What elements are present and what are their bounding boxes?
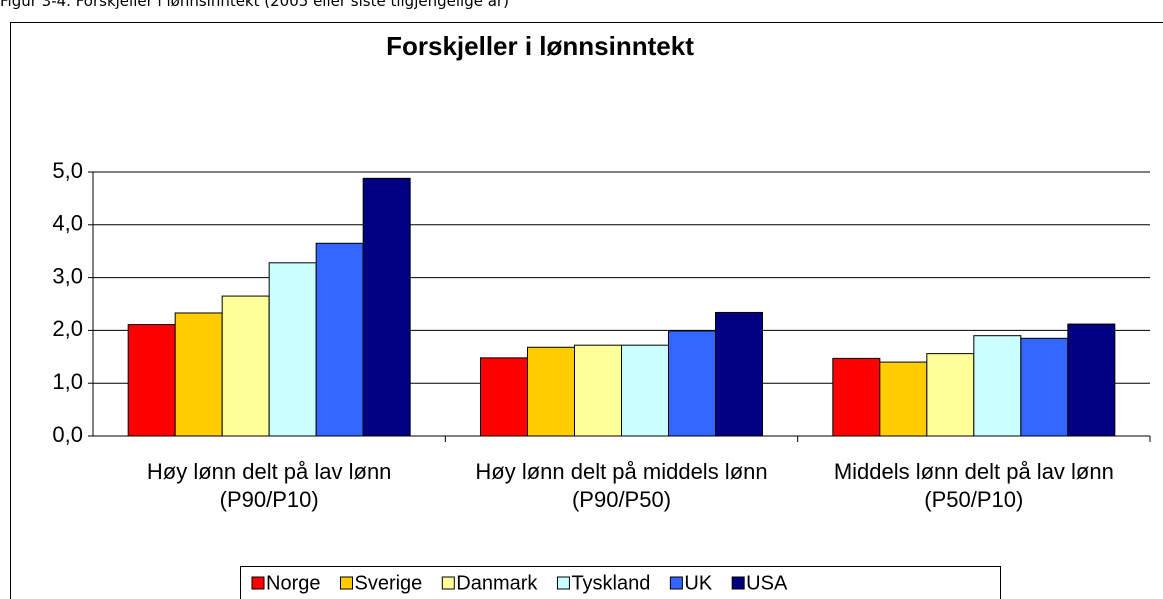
chart-title: Forskjeller i lønnsinntekt — [386, 31, 694, 61]
legend-frame — [240, 566, 1001, 599]
bar — [1020, 337, 1069, 437]
x-tick-label: Høy lønn delt på lav lønn (P90/P10) — [146, 459, 392, 512]
y-tick-label: 0,0 — [52, 422, 83, 447]
y-tick-label: 2,0 — [52, 316, 83, 341]
legend-swatch — [669, 576, 683, 590]
legend-label: Sverige — [354, 572, 422, 594]
x-tick-label: Høy lønn delt på middels lønn (P90/P50) — [475, 459, 768, 512]
y-tick-label: 4,0 — [52, 211, 83, 236]
legend-label: Norge — [266, 572, 320, 594]
bar — [527, 346, 575, 437]
bar — [879, 361, 928, 437]
bar — [362, 177, 411, 437]
bar — [668, 330, 716, 437]
y-tick-label: 3,0 — [52, 263, 83, 288]
bar — [315, 242, 364, 437]
bar — [1067, 323, 1116, 437]
legend-label: Tyskland — [571, 572, 650, 594]
y-tick-label: 1,0 — [52, 369, 83, 394]
legend-label: UK — [684, 572, 712, 594]
legend-swatch — [731, 576, 745, 590]
bar — [621, 344, 669, 437]
bar — [480, 357, 528, 437]
legend-label: Danmark — [456, 572, 538, 594]
caption: Figur 3-4. Forskjeller i lønnsinntekt (2… — [0, 0, 509, 10]
bar — [715, 311, 763, 437]
y-tick-label: 5,0 — [52, 158, 83, 183]
legend-swatch — [339, 576, 353, 590]
bar — [268, 262, 317, 437]
legend-label: USA — [746, 572, 788, 594]
legend-swatch — [251, 576, 265, 590]
chart-frame — [10, 22, 1163, 599]
legend-swatch — [441, 576, 455, 590]
bar — [574, 344, 622, 437]
legend-swatch — [556, 576, 570, 590]
x-tick-label: Middels lønn delt på lav lønn (P50/P10) — [833, 459, 1114, 512]
bar — [174, 312, 223, 437]
bar — [926, 353, 975, 437]
bar — [221, 295, 270, 437]
bar — [973, 335, 1022, 437]
bar — [832, 357, 881, 437]
bar — [127, 324, 176, 437]
